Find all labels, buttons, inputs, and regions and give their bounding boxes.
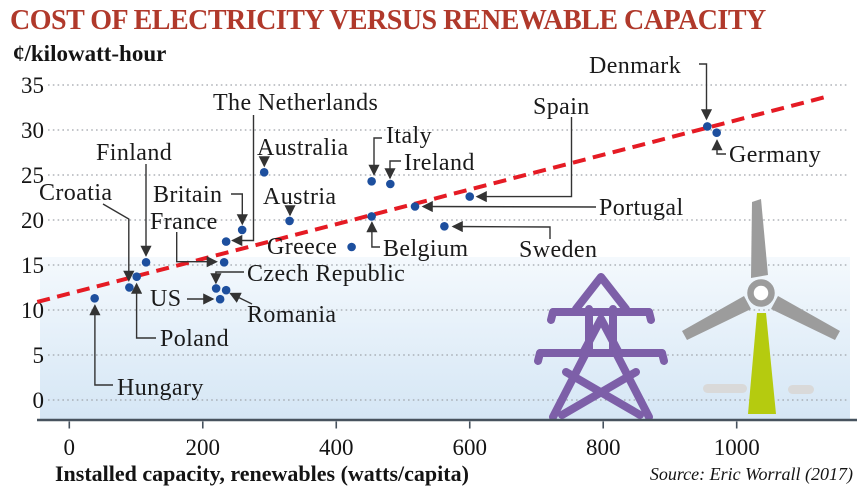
connector-sweden: [451, 220, 551, 239]
x-tick-label-200: 200: [186, 435, 221, 460]
point-label-portugal: Portugal: [599, 195, 684, 221]
transmission-tower-icon: [534, 273, 668, 421]
point-label-denmark: Denmark: [589, 53, 681, 79]
y-tick-label-0: 0: [33, 388, 45, 413]
connector-britain: [231, 193, 248, 226]
point-label-us: US: [150, 286, 181, 312]
point-label-sweden: Sweden: [519, 237, 597, 263]
connector-france: [175, 232, 218, 268]
point-label-the-netherlands: The Netherlands: [213, 90, 378, 116]
data-point-portugal: [410, 202, 420, 211]
data-point-croatia: [125, 283, 134, 292]
data-point-france: [219, 258, 229, 267]
data-point-ireland: [386, 179, 395, 189]
y-tick-label-20: 20: [21, 208, 44, 233]
data-point-britain: [237, 225, 247, 235]
trend-line: [36, 93, 831, 304]
point-label-spain: Spain: [533, 94, 590, 120]
connector-ireland: [384, 160, 401, 180]
data-point-greece: [347, 242, 356, 252]
connector-poland: [131, 282, 156, 339]
data-point-belgium: [367, 212, 376, 221]
point-label-finland: Finland: [96, 140, 172, 166]
data-point-spain: [465, 192, 475, 201]
connector-romania: [229, 292, 253, 305]
connector-hungary: [89, 304, 113, 386]
chart-title: COST OF ELECTRICITY VERSUS RENEWABLE CAP…: [10, 5, 766, 36]
data-point-czech-republic: [211, 284, 221, 293]
data-point-sweden: [440, 222, 449, 231]
data-point-germany: [712, 128, 721, 137]
wind-turbine-icon: [682, 199, 840, 414]
point-label-romania: Romania: [247, 302, 336, 328]
turbine-hub: [747, 279, 775, 307]
data-point-us: [215, 294, 225, 304]
connector-portugal: [421, 200, 597, 213]
point-label-australia: Australia: [257, 135, 349, 161]
ground-dash-right: [788, 385, 814, 394]
data-point-hungary: [90, 294, 99, 303]
point-label-austria: Austria: [263, 184, 336, 210]
point-label-poland: Poland: [160, 326, 229, 352]
x-tick-label-0: 0: [64, 435, 76, 460]
connector-belgium: [366, 221, 380, 248]
connector-croatia: [102, 203, 135, 282]
y-tick-label-15: 15: [21, 253, 44, 278]
data-point-australia: [259, 168, 269, 177]
x-tick-label-600: 600: [452, 435, 487, 460]
x-tick-label-800: 800: [586, 435, 621, 460]
connector-spain: [475, 117, 573, 203]
data-point-finland: [141, 258, 151, 267]
point-label-croatia: Croatia: [39, 180, 112, 206]
y-tick-label-5: 5: [33, 343, 45, 368]
y-tick-label-25: 25: [21, 163, 44, 188]
point-label-belgium: Belgium: [383, 236, 468, 262]
y-tick-label-10: 10: [21, 298, 44, 323]
data-point-poland: [132, 272, 142, 282]
x-tick-label-1000: 1000: [714, 435, 760, 460]
y-tick-label-35: 35: [21, 73, 44, 98]
point-label-greece: Greece: [267, 234, 337, 260]
source-credit: Source: Eric Worrall (2017): [649, 464, 853, 484]
data-point-denmark: [703, 122, 712, 131]
x-axis-label: Installed capacity, renewables (watts/ca…: [55, 461, 469, 486]
data-point-austria: [285, 216, 294, 226]
y-axis-unit-label: ¢/kilowatt-hour: [13, 41, 167, 66]
y-tick-label-30: 30: [21, 118, 44, 143]
data-point-italy: [367, 177, 376, 186]
data-point-the-netherlands: [221, 237, 231, 246]
point-label-france: France: [150, 209, 218, 235]
connector-italy: [368, 137, 382, 176]
connector-germany: [711, 139, 726, 155]
point-label-italy: Italy: [386, 123, 432, 149]
point-label-czech-republic: Czech Republic: [247, 261, 405, 287]
connector-the-netherlands: [231, 115, 255, 247]
connector-czech-republic: [210, 271, 244, 285]
x-tick-label-400: 400: [319, 435, 354, 460]
point-label-hungary: Hungary: [117, 375, 204, 401]
turbine-mast: [748, 313, 776, 414]
point-label-britain: Britain: [153, 182, 222, 208]
point-label-germany: Germany: [729, 142, 821, 168]
data-point-romania: [221, 285, 231, 295]
connector-denmark: [699, 63, 713, 121]
ground-dash-left: [703, 384, 747, 393]
point-label-ireland: Ireland: [404, 150, 475, 176]
